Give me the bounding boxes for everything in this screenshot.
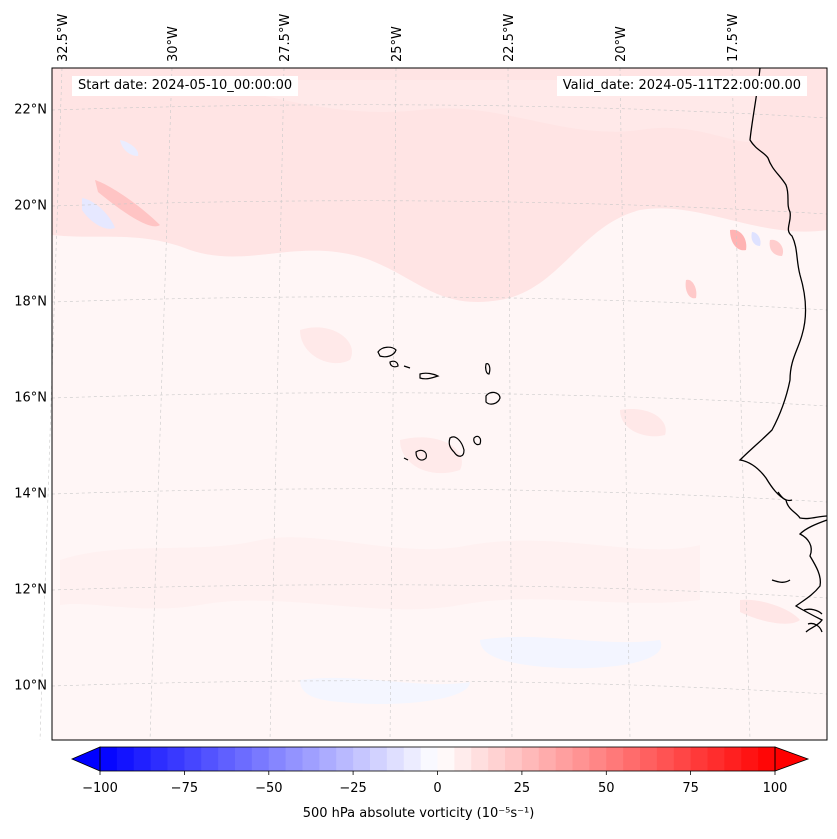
colorbar-segment (116, 747, 135, 771)
map-frame (51, 67, 828, 741)
senegal-dakar-coast (777, 491, 793, 502)
lon-labels: 32.5°W 30°W 27.5°W 25°W 22.5°W 20°W 17.5… (56, 14, 741, 62)
colorbar-segment (758, 747, 776, 771)
colorbar-segment (302, 747, 320, 771)
colorbar-segment (319, 747, 337, 771)
sal-island (485, 363, 491, 375)
lon-label: 20°W (614, 26, 629, 62)
sao-vicente-island (389, 360, 399, 368)
colorbar-segment (521, 747, 540, 771)
colorbar-segment (184, 747, 202, 771)
santiago-island (448, 436, 465, 457)
colorbar-tick-label: −25 (339, 781, 366, 796)
lat-label: 18°N (14, 295, 47, 310)
colorbar-segment (150, 747, 169, 771)
colorbar-segment (420, 747, 439, 771)
colorbar-segment (741, 747, 759, 771)
colorbar-tick-label: 0 (433, 781, 441, 796)
colorbar-segment (437, 747, 455, 771)
colorbar-segment (251, 747, 270, 771)
west-africa-coastline-south (794, 519, 828, 633)
colorbar-segment (488, 747, 506, 771)
lat-labels: 22°N 20°N 18°N 16°N 14°N 12°N 10°N (14, 103, 47, 694)
colorbar-segment (707, 747, 725, 771)
lat-label: 14°N (14, 487, 47, 502)
lon-label: 30°W (166, 26, 181, 62)
colorbar-segment (505, 747, 523, 771)
lat-label: 16°N (14, 391, 47, 406)
colorbar-tick-label: −75 (171, 781, 198, 796)
santo-antao-island (377, 346, 397, 358)
lat-label: 22°N (14, 103, 47, 118)
start-date-label: Start date: 2024-05-10_00:00:00 (72, 76, 299, 96)
colorbar-segment (606, 747, 624, 771)
colorbar-segment (370, 747, 388, 771)
colorbar-tick-label: 75 (682, 781, 699, 796)
colorbar-segments (100, 747, 776, 771)
gulf-coast-islands (771, 579, 823, 633)
colorbar-segment (235, 747, 253, 771)
brava-island (403, 457, 409, 461)
valid-date-label: Valid_date: 2024-05-11T22:00:00.00 (556, 76, 807, 96)
colorbar-segment (386, 747, 405, 771)
lon-label: 25°W (390, 26, 405, 62)
colorbar-segment (538, 747, 557, 771)
colorbar-segment (555, 747, 574, 771)
sao-nicolau-island (419, 372, 440, 380)
colorbar-segment (623, 747, 641, 771)
graticule (39, 67, 828, 741)
colorbar-tick-label: −100 (82, 781, 118, 796)
coastlines (738, 67, 828, 633)
colorbar: −100 −75 −50 −25 0 25 50 75 100 (70, 746, 810, 796)
colorbar-segment (201, 747, 219, 771)
maio-island (473, 435, 482, 446)
colorbar-tick-label: −50 (255, 781, 282, 796)
colorbar-tick-label: 100 (763, 781, 788, 796)
colorbar-segment (673, 747, 692, 771)
colorbar-segment (589, 747, 607, 771)
colorbar-segment (403, 747, 422, 771)
lon-label: 22.5°W (502, 14, 517, 62)
lon-label: 17.5°W (726, 14, 741, 62)
colorbar-label: 500 hPa absolute vorticity (10⁻⁵s⁻¹) (302, 806, 535, 821)
fogo-island (415, 449, 427, 461)
colorbar-tick-label: 50 (598, 781, 615, 796)
colorbar-segment (133, 747, 152, 771)
colorbar-segment (285, 747, 304, 771)
colorbar-segment (218, 747, 236, 771)
lon-label: 27.5°W (278, 14, 293, 62)
colorbar-segment (724, 747, 742, 771)
colorbar-segment (336, 747, 354, 771)
colorbar-tick-label: 25 (514, 781, 531, 796)
cape-verde-islands (377, 346, 501, 461)
colorbar-tick-labels: −100 −75 −50 −25 0 25 50 75 100 (82, 781, 787, 796)
colorbar-extend-min (70, 746, 101, 772)
colorbar-segment (167, 747, 185, 771)
colorbar-segment (640, 747, 658, 771)
boa-vista-island (485, 391, 501, 405)
colorbar-segment (690, 747, 709, 771)
colorbar-segment (656, 747, 675, 771)
colorbar-segment (353, 747, 371, 771)
lat-label: 12°N (14, 583, 47, 598)
vorticity-field (52, 68, 827, 704)
colorbar-segment (471, 747, 489, 771)
west-africa-coastline (738, 67, 828, 520)
santa-luzia-island (403, 365, 411, 369)
colorbar-segment (572, 747, 590, 771)
colorbar-segment (100, 747, 118, 771)
colorbar-ticks (99, 771, 776, 775)
lon-label: 32.5°W (56, 14, 71, 62)
lat-label: 20°N (14, 199, 47, 214)
colorbar-segment (454, 747, 472, 771)
colorbar-segment (268, 747, 287, 771)
lat-label: 10°N (14, 679, 47, 694)
map-panel: 32.5°W 30°W 27.5°W 25°W 22.5°W 20°W 17.5… (14, 14, 828, 741)
colorbar-extend-max (774, 746, 810, 772)
